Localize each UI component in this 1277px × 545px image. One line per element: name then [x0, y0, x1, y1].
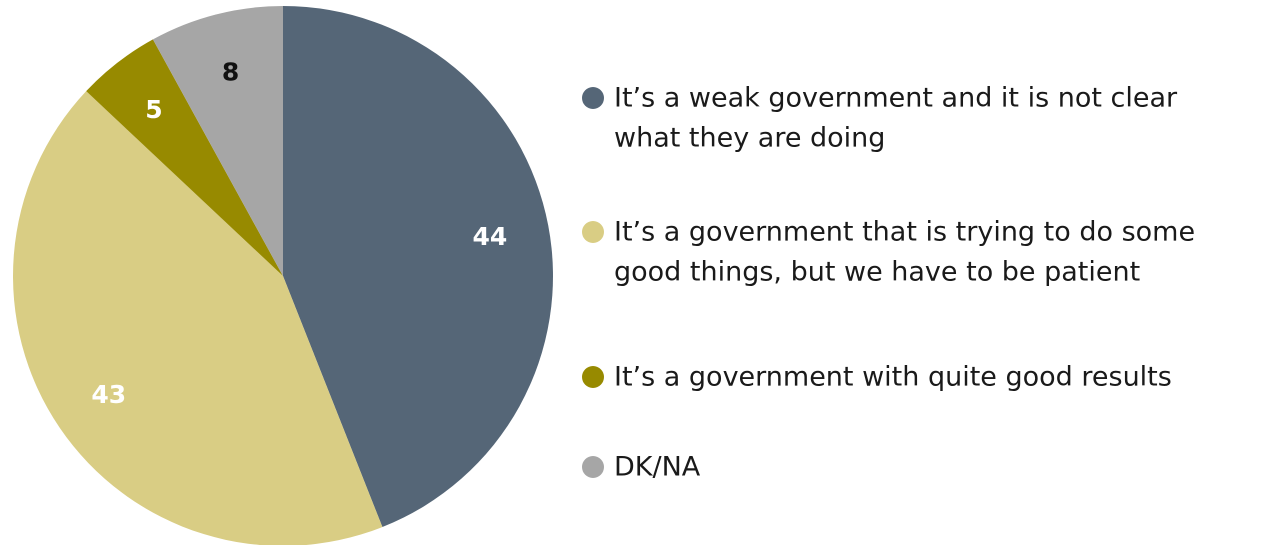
pie-slice-1 — [283, 6, 553, 528]
legend-item-2: It’s a government that is trying to do s… — [582, 217, 1195, 288]
legend-item-1: It’s a weak government and it is not cle… — [582, 83, 1178, 154]
pie-data-label-3: 5 — [145, 95, 162, 124]
pie-slice-4 — [152, 6, 283, 276]
legend-item-4: DK/NA — [582, 452, 701, 483]
legend-label-4-line-1: DK/NA — [614, 452, 701, 483]
legend-item-3: It’s a government with quite good result… — [582, 362, 1172, 393]
legend-marker-1 — [582, 87, 604, 109]
pie-data-label-1: 44 — [473, 222, 508, 251]
legend-label-3-line-1: It’s a government with quite good result… — [614, 362, 1172, 393]
pie-data-label-4: 8 — [222, 58, 239, 87]
legend-marker-3 — [582, 366, 604, 388]
legend-marker-4 — [582, 456, 604, 478]
legend-label-2-line-2: good things, but we have to be patient — [614, 257, 1140, 288]
pie-slices — [13, 6, 553, 545]
pie-data-labels: 44 43 5 8 — [91, 58, 507, 409]
legend-marker-2 — [582, 221, 604, 243]
legend-label-1-line-2: what they are doing — [614, 123, 885, 154]
legend-label-1-line-1: It’s a weak government and it is not cle… — [614, 83, 1178, 114]
legend-label-2-line-1: It’s a government that is trying to do s… — [614, 217, 1195, 248]
pie-data-label-2: 43 — [91, 380, 126, 409]
pie-slice-3 — [86, 39, 284, 277]
pie-slice-2 — [13, 91, 383, 545]
legend: It’s a weak government and it is not cle… — [582, 83, 1195, 483]
